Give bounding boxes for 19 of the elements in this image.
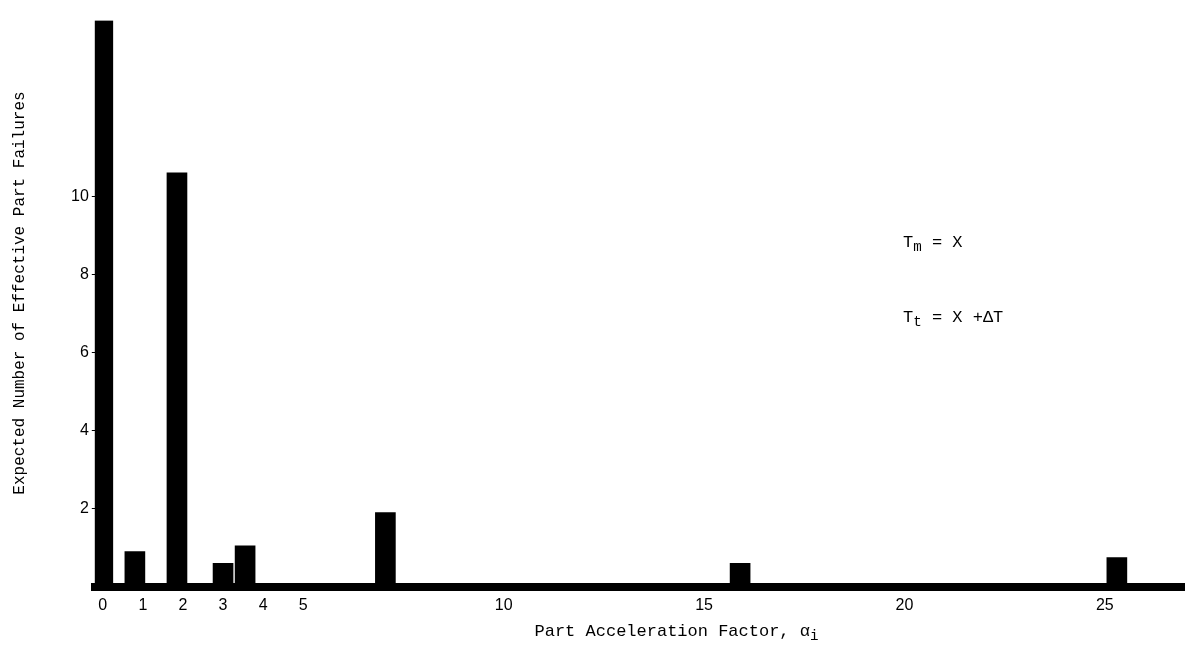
y-axis-title: Expected Number of Effective Part Failures [11,91,29,495]
y-tick-label: 6 [79,342,89,360]
x-tick-label: 5 [298,595,308,613]
x-tick-label: 2 [178,595,188,613]
x-axis-title: Part Acceleration Factor, α$_{i}$ [533,622,820,645]
x-tick-label: 0 [98,595,108,613]
x-tick-label: 15 [695,595,714,613]
x-tick-label: 25 [1095,595,1114,613]
y-tick-label: 8 [79,264,89,282]
x-tick-label: 10 [494,595,513,613]
annotation: T$_{m}$ = X [903,233,963,256]
x-tick-label: 1 [138,595,148,613]
y-tick-label: 10 [71,186,89,204]
annotation: T$_{t}$ = X +ΔT [903,308,1004,331]
y-tick-label: 2 [79,499,89,517]
x-tick-label: 4 [258,595,268,613]
x-tick-label: 3 [218,595,228,613]
x-tick-label: 20 [895,595,914,613]
y-tick-label: 4 [79,421,89,439]
